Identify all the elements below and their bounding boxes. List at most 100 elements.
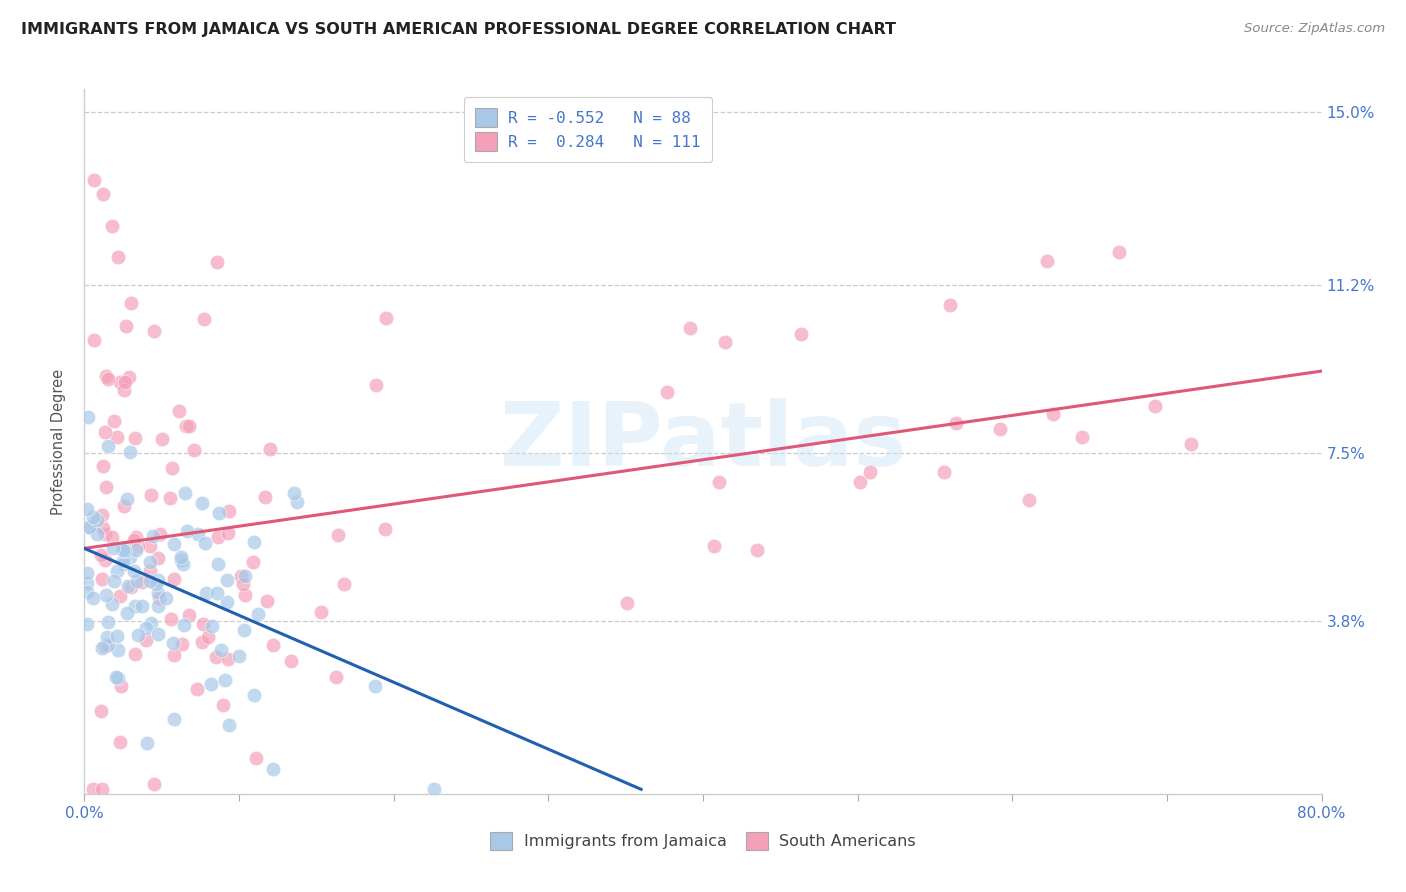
Point: [90, 704, 112, 718]
Point: [190, 496, 212, 510]
Point: [103, 574, 125, 588]
Point: [124, 647, 146, 661]
Point: [136, 736, 159, 750]
Point: [1108, 245, 1130, 260]
Point: [108, 589, 131, 603]
Point: [145, 577, 167, 591]
Point: [107, 643, 129, 657]
Point: [105, 564, 128, 578]
Point: [254, 491, 277, 505]
Point: [83, 333, 105, 347]
Point: [91, 782, 114, 797]
Text: Source: ZipAtlas.com: Source: ZipAtlas.com: [1244, 22, 1385, 36]
Point: [120, 444, 142, 458]
Point: [1071, 430, 1094, 444]
Point: [93, 425, 115, 439]
Point: [326, 527, 349, 541]
Point: [655, 385, 678, 400]
Point: [117, 607, 139, 621]
Point: [207, 557, 229, 571]
Point: [125, 530, 148, 544]
Point: [110, 679, 132, 693]
Point: [207, 530, 229, 544]
Point: [111, 554, 134, 568]
Point: [172, 637, 194, 651]
Point: [214, 673, 236, 688]
Point: [76, 576, 98, 591]
Point: [374, 522, 396, 536]
Point: [208, 506, 231, 520]
Point: [139, 615, 162, 630]
Point: [76, 585, 98, 599]
Point: [135, 622, 157, 636]
Point: [163, 572, 186, 586]
Point: [101, 219, 124, 233]
Point: [163, 712, 186, 726]
Point: [177, 607, 200, 622]
Point: [139, 574, 162, 589]
Point: [101, 530, 124, 544]
Point: [1042, 407, 1064, 421]
Text: ZIPatlas: ZIPatlas: [501, 398, 905, 485]
Point: [177, 418, 200, 433]
Point: [364, 679, 387, 693]
Point: [849, 475, 872, 489]
Point: [107, 629, 129, 643]
Point: [187, 527, 209, 541]
Point: [200, 677, 222, 691]
Point: [366, 378, 388, 392]
Point: [205, 586, 228, 600]
Point: [283, 486, 305, 500]
Point: [127, 628, 149, 642]
Legend: Immigrants from Jamaica, South Americans: Immigrants from Jamaica, South Americans: [484, 825, 922, 856]
Point: [103, 414, 125, 428]
Point: [169, 404, 191, 418]
Point: [207, 255, 229, 269]
Point: [217, 651, 239, 665]
Point: [243, 535, 266, 549]
Y-axis label: Professional Degree: Professional Degree: [51, 368, 66, 515]
Point: [91, 640, 114, 655]
Point: [97, 638, 120, 652]
Point: [97, 372, 120, 386]
Point: [108, 735, 131, 749]
Point: [174, 485, 197, 500]
Point: [82, 591, 104, 606]
Point: [247, 607, 270, 622]
Point: [83, 173, 105, 187]
Point: [141, 488, 163, 502]
Point: [91, 186, 114, 201]
Point: [242, 688, 264, 702]
Point: [90, 548, 112, 562]
Point: [146, 585, 169, 599]
Point: [988, 422, 1011, 436]
Point: [194, 535, 217, 549]
Point: [162, 461, 184, 475]
Point: [242, 556, 264, 570]
Point: [86, 526, 108, 541]
Point: [333, 577, 356, 591]
Point: [94, 588, 117, 602]
Point: [143, 777, 166, 791]
Point: [108, 375, 131, 389]
Point: [91, 572, 114, 586]
Point: [142, 529, 165, 543]
Point: [176, 524, 198, 538]
Point: [233, 588, 256, 602]
Point: [107, 251, 129, 265]
Point: [311, 606, 333, 620]
Point: [122, 564, 145, 578]
Point: [163, 648, 186, 663]
Point: [118, 549, 141, 564]
Point: [163, 537, 186, 551]
Point: [170, 550, 193, 565]
Point: [76, 617, 98, 632]
Point: [125, 574, 148, 588]
Point: [162, 636, 184, 650]
Point: [76, 501, 98, 516]
Point: [939, 298, 962, 312]
Point: [229, 569, 252, 583]
Point: [1018, 492, 1040, 507]
Point: [155, 591, 177, 606]
Point: [228, 648, 250, 663]
